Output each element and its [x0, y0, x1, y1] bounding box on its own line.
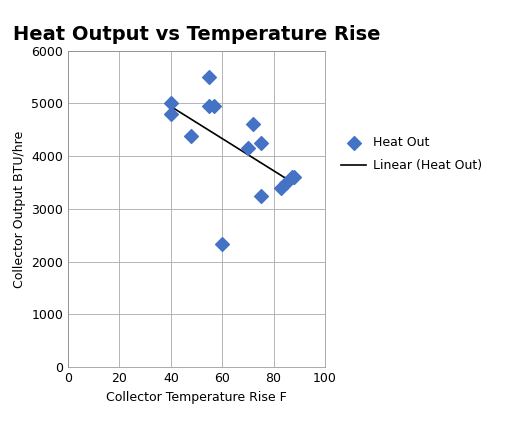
- Point: [257, 192, 265, 199]
- Point: [167, 111, 175, 117]
- Point: [244, 145, 252, 151]
- X-axis label: Collector Temperature Rise F: Collector Temperature Rise F: [106, 390, 287, 403]
- Point: [218, 241, 226, 248]
- Title: Heat Output vs Temperature Rise: Heat Output vs Temperature Rise: [13, 24, 380, 43]
- Point: [277, 184, 286, 191]
- Point: [290, 174, 298, 181]
- Legend: Heat Out, Linear (Heat Out): Heat Out, Linear (Heat Out): [342, 136, 482, 172]
- Point: [257, 140, 265, 146]
- Point: [287, 174, 296, 181]
- Point: [167, 100, 175, 107]
- Point: [187, 133, 195, 139]
- Point: [249, 121, 257, 128]
- Point: [205, 73, 214, 80]
- Point: [282, 179, 290, 186]
- Point: [210, 103, 219, 109]
- Point: [205, 103, 214, 109]
- Y-axis label: Collector Output BTU/hre: Collector Output BTU/hre: [13, 130, 26, 287]
